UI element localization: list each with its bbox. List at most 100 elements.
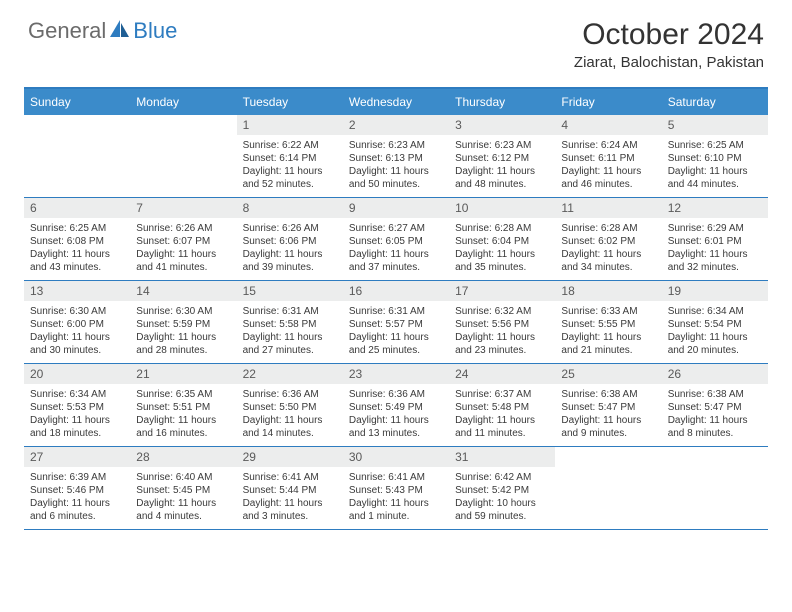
daylight-line: Daylight: 11 hours and 50 minutes. bbox=[349, 165, 443, 191]
day-cell: 10Sunrise: 6:28 AMSunset: 6:04 PMDayligh… bbox=[449, 198, 555, 280]
day-number: 13 bbox=[24, 281, 130, 301]
sunrise-line: Sunrise: 6:39 AM bbox=[30, 471, 124, 484]
sunset-line: Sunset: 5:57 PM bbox=[349, 318, 443, 331]
day-number: 3 bbox=[449, 115, 555, 135]
day-number: 5 bbox=[662, 115, 768, 135]
dayhead-thu: Thursday bbox=[449, 89, 555, 115]
sunrise-line: Sunrise: 6:32 AM bbox=[455, 305, 549, 318]
day-detail: Sunrise: 6:25 AMSunset: 6:08 PMDaylight:… bbox=[24, 218, 130, 280]
day-cell bbox=[555, 447, 661, 529]
sunset-line: Sunset: 5:49 PM bbox=[349, 401, 443, 414]
day-number bbox=[130, 115, 236, 135]
sunset-line: Sunset: 5:51 PM bbox=[136, 401, 230, 414]
sunset-line: Sunset: 5:47 PM bbox=[668, 401, 762, 414]
sunset-line: Sunset: 5:46 PM bbox=[30, 484, 124, 497]
daylight-line: Daylight: 11 hours and 52 minutes. bbox=[243, 165, 337, 191]
sunrise-line: Sunrise: 6:37 AM bbox=[455, 388, 549, 401]
day-detail: Sunrise: 6:31 AMSunset: 5:58 PMDaylight:… bbox=[237, 301, 343, 363]
sunrise-line: Sunrise: 6:36 AM bbox=[243, 388, 337, 401]
sunrise-line: Sunrise: 6:30 AM bbox=[136, 305, 230, 318]
day-detail: Sunrise: 6:42 AMSunset: 5:42 PMDaylight:… bbox=[449, 467, 555, 529]
sunset-line: Sunset: 5:50 PM bbox=[243, 401, 337, 414]
day-cell: 31Sunrise: 6:42 AMSunset: 5:42 PMDayligh… bbox=[449, 447, 555, 529]
day-number: 10 bbox=[449, 198, 555, 218]
sunrise-line: Sunrise: 6:23 AM bbox=[349, 139, 443, 152]
sunrise-line: Sunrise: 6:34 AM bbox=[30, 388, 124, 401]
dayhead-row: Sunday Monday Tuesday Wednesday Thursday… bbox=[24, 89, 768, 115]
title-block: October 2024 Ziarat, Balochistan, Pakist… bbox=[574, 18, 764, 71]
day-cell: 28Sunrise: 6:40 AMSunset: 5:45 PMDayligh… bbox=[130, 447, 236, 529]
day-number: 29 bbox=[237, 447, 343, 467]
day-cell bbox=[662, 447, 768, 529]
day-cell: 9Sunrise: 6:27 AMSunset: 6:05 PMDaylight… bbox=[343, 198, 449, 280]
week-row: 6Sunrise: 6:25 AMSunset: 6:08 PMDaylight… bbox=[24, 198, 768, 281]
day-number: 8 bbox=[237, 198, 343, 218]
sunrise-line: Sunrise: 6:27 AM bbox=[349, 222, 443, 235]
sunset-line: Sunset: 6:05 PM bbox=[349, 235, 443, 248]
weeks-container: 1Sunrise: 6:22 AMSunset: 6:14 PMDaylight… bbox=[24, 115, 768, 530]
sunset-line: Sunset: 5:43 PM bbox=[349, 484, 443, 497]
daylight-line: Daylight: 11 hours and 34 minutes. bbox=[561, 248, 655, 274]
day-number: 1 bbox=[237, 115, 343, 135]
sunrise-line: Sunrise: 6:36 AM bbox=[349, 388, 443, 401]
sunset-line: Sunset: 5:47 PM bbox=[561, 401, 655, 414]
day-cell: 24Sunrise: 6:37 AMSunset: 5:48 PMDayligh… bbox=[449, 364, 555, 446]
daylight-line: Daylight: 11 hours and 39 minutes. bbox=[243, 248, 337, 274]
daylight-line: Daylight: 11 hours and 8 minutes. bbox=[668, 414, 762, 440]
daylight-line: Daylight: 11 hours and 25 minutes. bbox=[349, 331, 443, 357]
calendar: Sunday Monday Tuesday Wednesday Thursday… bbox=[24, 87, 768, 530]
sunrise-line: Sunrise: 6:25 AM bbox=[30, 222, 124, 235]
sunset-line: Sunset: 5:56 PM bbox=[455, 318, 549, 331]
day-cell: 7Sunrise: 6:26 AMSunset: 6:07 PMDaylight… bbox=[130, 198, 236, 280]
daylight-line: Daylight: 11 hours and 21 minutes. bbox=[561, 331, 655, 357]
daylight-line: Daylight: 11 hours and 20 minutes. bbox=[668, 331, 762, 357]
day-number bbox=[555, 447, 661, 467]
day-detail: Sunrise: 6:30 AMSunset: 6:00 PMDaylight:… bbox=[24, 301, 130, 363]
day-detail: Sunrise: 6:23 AMSunset: 6:12 PMDaylight:… bbox=[449, 135, 555, 197]
day-cell: 16Sunrise: 6:31 AMSunset: 5:57 PMDayligh… bbox=[343, 281, 449, 363]
sunset-line: Sunset: 6:10 PM bbox=[668, 152, 762, 165]
sunrise-line: Sunrise: 6:38 AM bbox=[668, 388, 762, 401]
logo-text-blue: Blue bbox=[133, 18, 177, 44]
dayhead-tue: Tuesday bbox=[237, 89, 343, 115]
day-detail: Sunrise: 6:36 AMSunset: 5:49 PMDaylight:… bbox=[343, 384, 449, 446]
day-cell: 18Sunrise: 6:33 AMSunset: 5:55 PMDayligh… bbox=[555, 281, 661, 363]
day-number bbox=[24, 115, 130, 135]
day-number: 15 bbox=[237, 281, 343, 301]
day-cell: 14Sunrise: 6:30 AMSunset: 5:59 PMDayligh… bbox=[130, 281, 236, 363]
day-detail: Sunrise: 6:27 AMSunset: 6:05 PMDaylight:… bbox=[343, 218, 449, 280]
sunset-line: Sunset: 5:48 PM bbox=[455, 401, 549, 414]
day-cell: 5Sunrise: 6:25 AMSunset: 6:10 PMDaylight… bbox=[662, 115, 768, 197]
day-number: 31 bbox=[449, 447, 555, 467]
sunrise-line: Sunrise: 6:34 AM bbox=[668, 305, 762, 318]
sunset-line: Sunset: 6:13 PM bbox=[349, 152, 443, 165]
day-cell: 29Sunrise: 6:41 AMSunset: 5:44 PMDayligh… bbox=[237, 447, 343, 529]
day-number: 11 bbox=[555, 198, 661, 218]
day-detail: Sunrise: 6:28 AMSunset: 6:04 PMDaylight:… bbox=[449, 218, 555, 280]
day-cell: 15Sunrise: 6:31 AMSunset: 5:58 PMDayligh… bbox=[237, 281, 343, 363]
day-cell: 30Sunrise: 6:41 AMSunset: 5:43 PMDayligh… bbox=[343, 447, 449, 529]
day-cell: 4Sunrise: 6:24 AMSunset: 6:11 PMDaylight… bbox=[555, 115, 661, 197]
day-cell: 17Sunrise: 6:32 AMSunset: 5:56 PMDayligh… bbox=[449, 281, 555, 363]
sail-icon bbox=[109, 19, 131, 44]
daylight-line: Daylight: 11 hours and 16 minutes. bbox=[136, 414, 230, 440]
sunrise-line: Sunrise: 6:26 AM bbox=[136, 222, 230, 235]
sunset-line: Sunset: 6:08 PM bbox=[30, 235, 124, 248]
daylight-line: Daylight: 11 hours and 4 minutes. bbox=[136, 497, 230, 523]
day-number: 6 bbox=[24, 198, 130, 218]
sunset-line: Sunset: 6:00 PM bbox=[30, 318, 124, 331]
sunrise-line: Sunrise: 6:26 AM bbox=[243, 222, 337, 235]
day-detail: Sunrise: 6:31 AMSunset: 5:57 PMDaylight:… bbox=[343, 301, 449, 363]
sunrise-line: Sunrise: 6:40 AM bbox=[136, 471, 230, 484]
day-cell: 1Sunrise: 6:22 AMSunset: 6:14 PMDaylight… bbox=[237, 115, 343, 197]
day-detail: Sunrise: 6:22 AMSunset: 6:14 PMDaylight:… bbox=[237, 135, 343, 197]
logo-text-general: General bbox=[28, 18, 106, 44]
sunrise-line: Sunrise: 6:31 AM bbox=[243, 305, 337, 318]
sunrise-line: Sunrise: 6:25 AM bbox=[668, 139, 762, 152]
day-detail: Sunrise: 6:40 AMSunset: 5:45 PMDaylight:… bbox=[130, 467, 236, 529]
sunset-line: Sunset: 6:06 PM bbox=[243, 235, 337, 248]
dayhead-sun: Sunday bbox=[24, 89, 130, 115]
day-detail: Sunrise: 6:38 AMSunset: 5:47 PMDaylight:… bbox=[555, 384, 661, 446]
day-detail: Sunrise: 6:35 AMSunset: 5:51 PMDaylight:… bbox=[130, 384, 236, 446]
day-detail: Sunrise: 6:33 AMSunset: 5:55 PMDaylight:… bbox=[555, 301, 661, 363]
